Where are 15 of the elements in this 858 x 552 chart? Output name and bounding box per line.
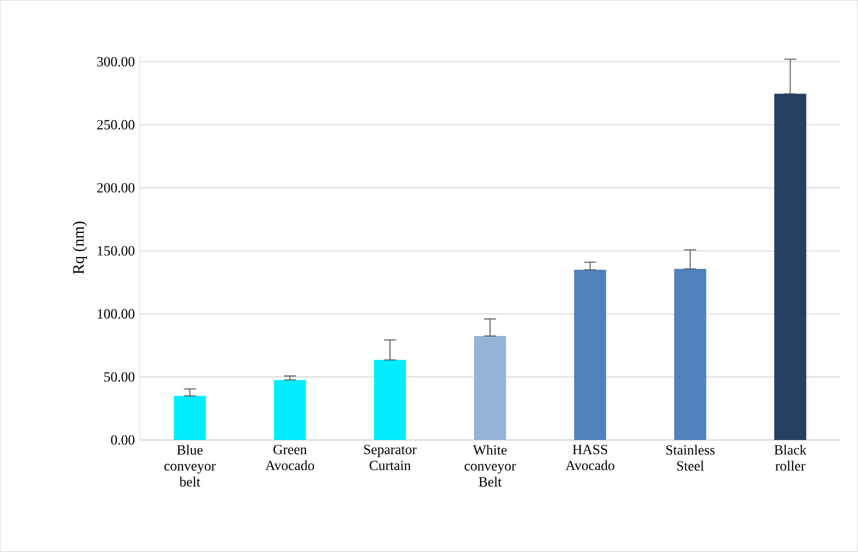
y-tick-label: 100.00 xyxy=(98,309,134,319)
x-tick-label: HASS Avocado xyxy=(566,444,614,470)
y-axis-title: Rq (nm) xyxy=(72,222,88,274)
x-tick-label: Green Avocado xyxy=(265,444,314,470)
y-tick-label: 150.00 xyxy=(98,246,134,256)
x-tick-label: Stainless Steel xyxy=(666,444,715,471)
y-tick-label: 300.00 xyxy=(97,57,134,67)
y-tick-label: 200.00 xyxy=(97,183,134,193)
x-tick-label: Black roller xyxy=(774,444,807,471)
x-tick-label: Separator Curtain xyxy=(364,444,417,470)
x-tick-label: Blue conveyor belt xyxy=(164,444,216,487)
x-tick-label: White conveyor Belt xyxy=(464,444,516,487)
y-tick-label: 0.00 xyxy=(111,435,134,445)
y-tick-label: 50.00 xyxy=(104,372,134,382)
y-tick-label: 250.00 xyxy=(97,120,134,130)
